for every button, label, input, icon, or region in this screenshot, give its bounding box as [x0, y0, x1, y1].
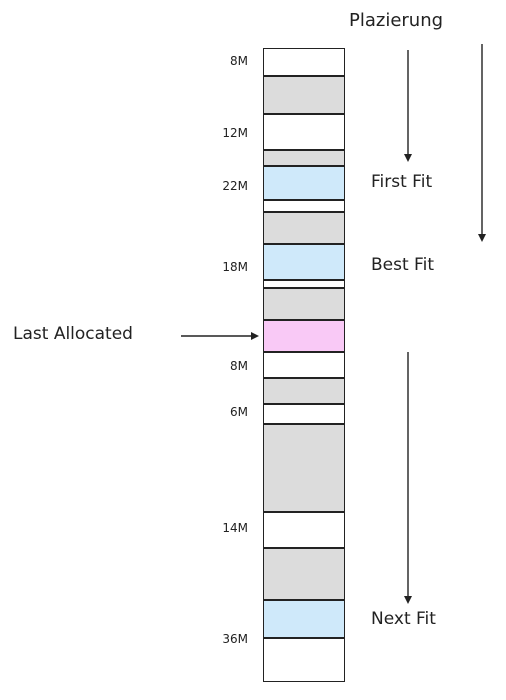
arrows-layer — [0, 0, 506, 700]
memory-placement-diagram: Plazierung 8M 12M 22M 18M 8M 6M 14M 36M … — [0, 0, 506, 700]
